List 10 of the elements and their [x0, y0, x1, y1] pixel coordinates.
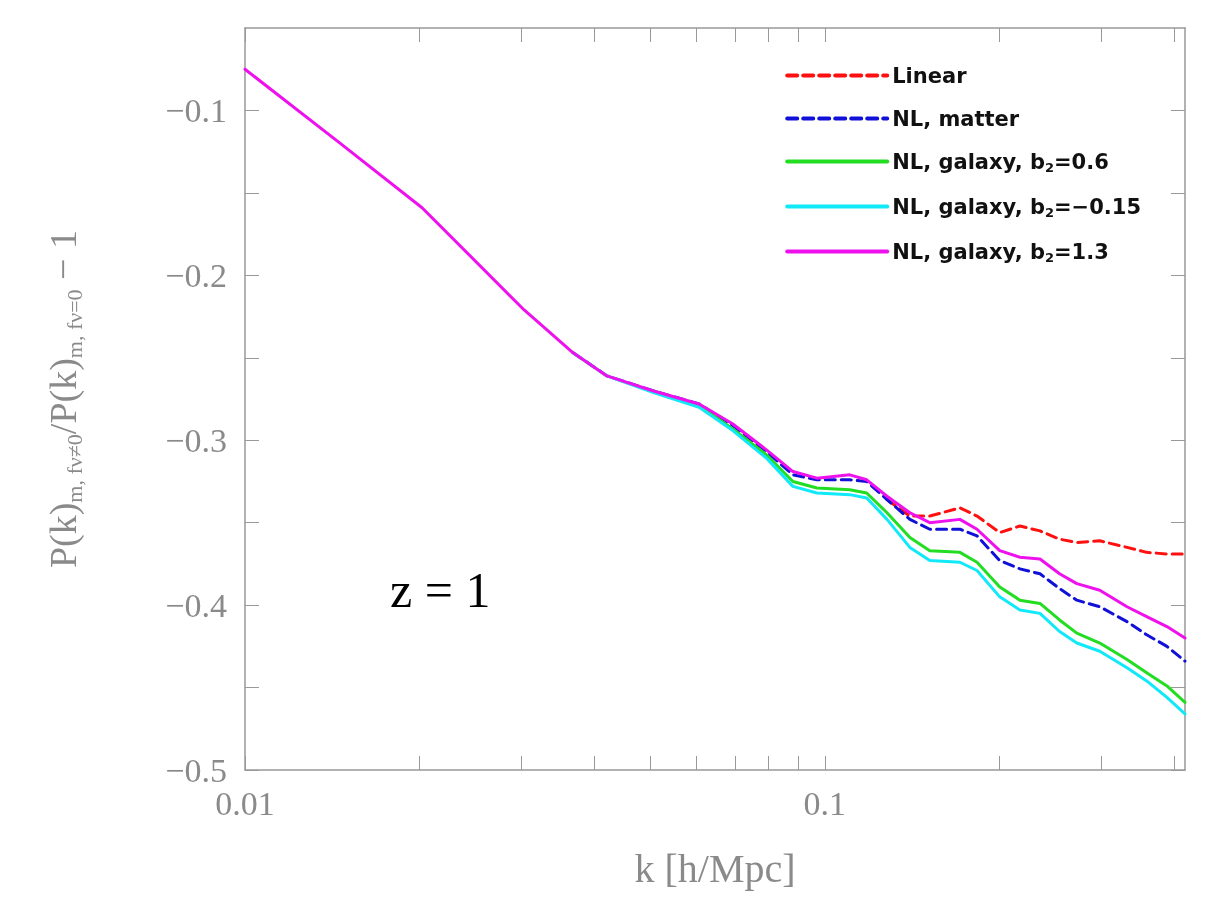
x-axis-title: k [h/Mpc]: [634, 845, 796, 891]
y-axis-title: P(k)m, fν≠0/P(k)m, fν=0 − 1: [42, 229, 87, 569]
annotation: z = 1: [390, 562, 491, 618]
x-tick-label: 0.1: [803, 784, 847, 822]
y-tick-label: −0.2: [165, 256, 227, 294]
y-tick-label: −0.4: [165, 586, 227, 624]
legend-label: NL, matter: [892, 106, 1020, 131]
y-tick-label: −0.3: [165, 421, 227, 459]
y-tick-label: −0.1: [165, 91, 227, 129]
legend-label: Linear: [892, 63, 968, 88]
